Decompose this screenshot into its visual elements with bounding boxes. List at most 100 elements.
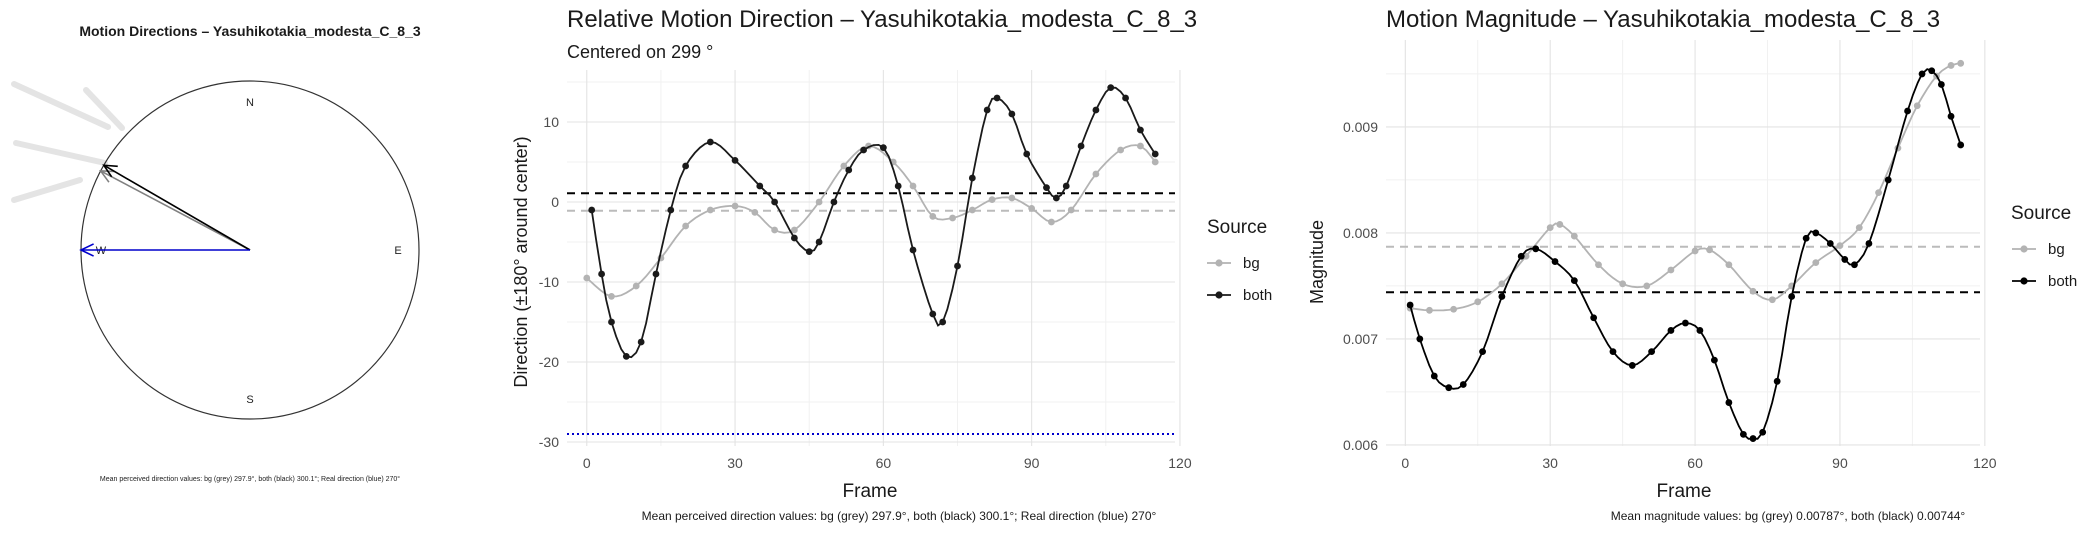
data-point-bg: [1498, 280, 1506, 288]
data-point-both: [1648, 348, 1656, 356]
y-tick-label: -20: [539, 354, 559, 370]
data-point-bg: [731, 202, 739, 210]
data-point-both: [1696, 327, 1704, 334]
data-point-both: [706, 138, 714, 146]
data-point-both: [1136, 126, 1144, 134]
data-point-both: [1904, 107, 1911, 115]
arrow-head-both: [102, 164, 118, 178]
data-point-bg: [1725, 261, 1733, 269]
data-point-bg: [1546, 224, 1554, 232]
data-point-both: [1802, 234, 1810, 242]
data-point-bg: [1556, 221, 1564, 228]
data-point-bg: [968, 206, 976, 214]
data-point-bg: [1768, 296, 1776, 304]
magnitude-legend: Source bg both: [2011, 203, 2077, 290]
magnitude-legend-items: bg both: [2012, 241, 2077, 290]
direction-legend-items: bg both: [1207, 255, 1272, 304]
series-line-both: [1409, 68, 1962, 440]
data-point-both: [1826, 240, 1834, 247]
data-point-bg: [1450, 305, 1458, 313]
compass-label-north: N: [246, 97, 254, 109]
y-tick-label: -30: [539, 434, 559, 450]
data-point-both: [1107, 84, 1115, 91]
data-point-both: [879, 144, 887, 152]
ghost-ray-3: [11, 177, 83, 203]
data-point-both: [1532, 245, 1540, 253]
data-point-both: [598, 270, 606, 278]
data-point-both: [1628, 362, 1636, 369]
data-point-bg: [1008, 194, 1016, 202]
y-tick-label: -10: [539, 274, 559, 290]
data-point-bg: [1151, 158, 1159, 166]
data-point-bg: [1426, 306, 1433, 314]
compass-label-south: S: [246, 394, 253, 406]
data-point-bg: [1643, 282, 1651, 290]
data-point-both: [830, 198, 838, 206]
data-point-bg: [1136, 142, 1144, 150]
direction-series: [583, 84, 1159, 360]
data-point-both: [1937, 81, 1945, 88]
magnitude-axes: 0 30 60 90 120 0.009 0.008 0.007 0.006: [1343, 119, 1997, 471]
data-point-bg: [949, 214, 956, 222]
data-point-both: [1570, 277, 1578, 285]
data-point-bg: [1595, 261, 1602, 269]
data-point-bg: [1691, 247, 1699, 255]
data-point-both: [1957, 141, 1965, 149]
data-point-both: [1430, 372, 1438, 380]
y-tick-label: 10: [543, 114, 559, 130]
magnitude-y-axis-label: Magnitude: [1307, 220, 1327, 304]
direction-grid: [567, 70, 1181, 446]
data-point-both: [1479, 348, 1486, 356]
data-point-bg: [1947, 62, 1955, 69]
compass-label-east: E: [394, 245, 401, 257]
data-point-both: [1667, 327, 1675, 334]
x-tick-label: 0: [1401, 455, 1409, 471]
legend-label-both: both: [2048, 273, 2077, 290]
data-point-bg: [1667, 266, 1675, 274]
data-point-both: [1851, 261, 1858, 269]
data-point-bg: [1812, 259, 1820, 267]
data-point-bg: [1474, 298, 1482, 306]
direction-legend: Source bg both: [1207, 217, 1272, 304]
ghost-ray-1: [83, 87, 125, 131]
y-tick-label: 0.008: [1343, 225, 1378, 241]
data-point-both: [983, 106, 991, 114]
data-point-both: [1416, 335, 1424, 343]
magnitude-chart: Motion Magnitude – Yasuhikotakia_modesta…: [1307, 6, 2077, 523]
legend-marker-bg: [2020, 245, 2028, 253]
data-point-both: [1710, 356, 1718, 364]
data-point-both: [608, 318, 615, 326]
data-point-both: [1008, 110, 1016, 118]
data-point-both: [1682, 319, 1689, 327]
ghost-rays: [11, 81, 125, 203]
direction-title: Relative Motion Direction – Yasuhikotaki…: [567, 6, 1197, 33]
data-point-both: [1023, 150, 1031, 158]
magnitude-x-axis-label: Frame: [1657, 481, 1712, 502]
x-tick-label: 60: [1687, 455, 1703, 471]
data-point-bg: [1570, 232, 1578, 240]
legend-label-bg: bg: [2048, 241, 2065, 258]
data-point-both: [1445, 384, 1453, 392]
data-point-both: [1947, 112, 1955, 120]
data-point-both: [845, 166, 853, 174]
y-tick-label: 0.007: [1343, 331, 1378, 347]
data-point-both: [682, 162, 690, 170]
data-point-both: [1773, 377, 1781, 385]
y-tick-label: 0.009: [1343, 119, 1378, 135]
data-point-bg: [929, 213, 937, 220]
data-point-bg: [1836, 242, 1844, 250]
data-point-bg: [608, 293, 615, 300]
data-point-both: [954, 262, 961, 270]
magnitude-grid: [1386, 40, 1986, 446]
arrow-both: [103, 164, 251, 251]
direction-subtitle: Centered on 299 °: [567, 42, 713, 62]
data-point-bg: [1913, 102, 1921, 110]
magnitude-legend-title: Source: [2011, 203, 2071, 224]
direction-legend-title: Source: [1207, 217, 1267, 238]
data-point-bg: [909, 182, 917, 190]
direction-panel: Relative Motion Direction – Yasuhikotaki…: [505, 0, 1300, 533]
data-point-both: [1928, 67, 1936, 75]
data-point-bg: [1875, 189, 1882, 197]
data-point-bg: [1067, 206, 1075, 214]
data-point-bg: [1749, 287, 1757, 295]
